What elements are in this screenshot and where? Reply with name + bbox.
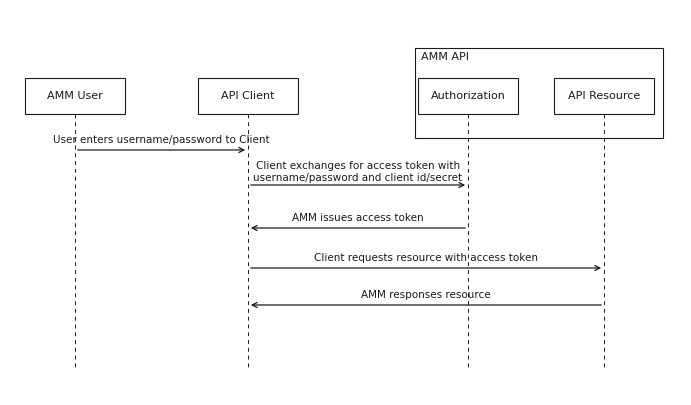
Bar	[418, 78, 518, 114]
Bar	[554, 78, 654, 114]
Text: API Client: API Client	[221, 91, 275, 101]
Text: AMM issues access token: AMM issues access token	[292, 213, 424, 223]
Text: Client requests resource with access token: Client requests resource with access tok…	[314, 253, 538, 263]
Text: Client exchanges for access token with: Client exchanges for access token with	[256, 161, 460, 171]
Text: username/password and client id/secret: username/password and client id/secret	[254, 173, 462, 183]
Text: AMM User: AMM User	[47, 91, 103, 101]
Bar	[415, 48, 663, 138]
Text: User enters username/password to Client: User enters username/password to Client	[53, 135, 269, 145]
Bar	[25, 78, 125, 114]
Text: AMM responses resource: AMM responses resource	[361, 290, 491, 300]
Bar	[198, 78, 298, 114]
Text: Authorization: Authorization	[430, 91, 505, 101]
Text: API Resource: API Resource	[568, 91, 640, 101]
Text: AMM API: AMM API	[421, 52, 469, 62]
